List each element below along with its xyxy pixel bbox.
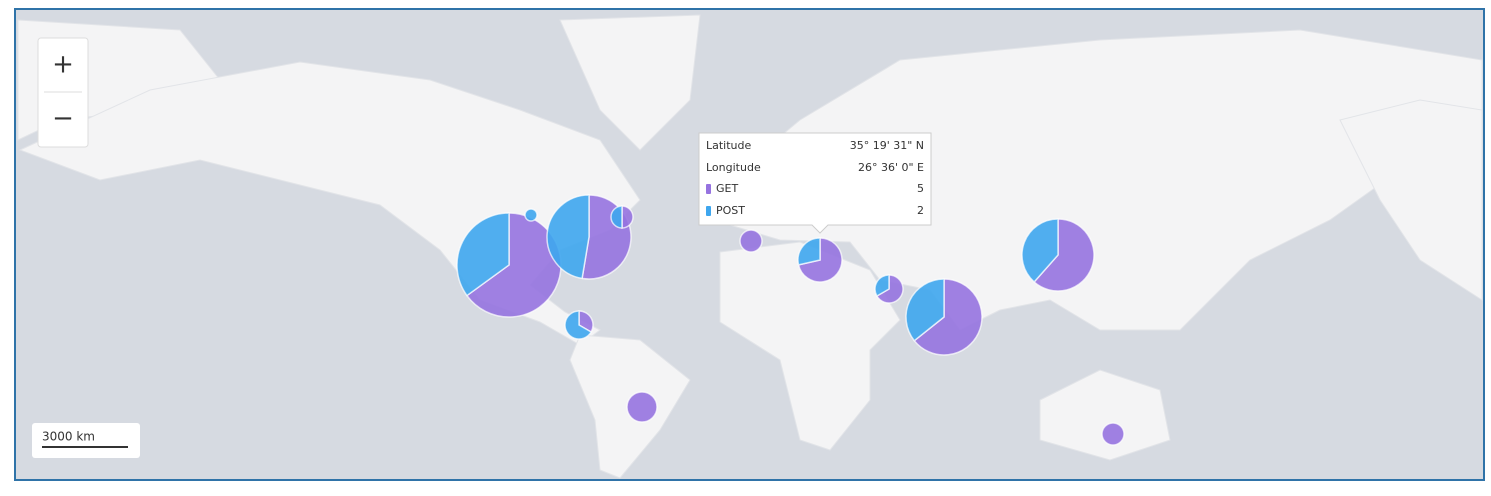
tooltip-box [698,132,932,234]
series-name: GET [716,182,738,195]
land-greenland [559,14,701,151]
scale-label: 3000 km [42,430,95,444]
tooltip: Latitude 35° 19' 31" N Longitude 26° 36'… [698,132,932,234]
tooltip-value: 35° 19' 31" N [850,139,924,152]
pie-slice [621,205,634,229]
tooltip-label: Latitude [706,139,752,152]
scale-bar: 3000 km [32,423,140,458]
zoom-in[interactable]: + [52,50,74,80]
pie-slice [564,310,593,340]
land-australia [1039,369,1171,461]
pie-slice [1021,218,1059,284]
land-africa [719,241,901,451]
series-value: 5 [917,182,924,195]
tooltip-label: Longitude [706,161,761,174]
pie-slice [874,274,890,298]
zoom-out[interactable]: − [52,104,74,134]
series-value: 2 [917,204,924,217]
pie-slice [739,229,763,253]
legend-swatch [706,184,711,194]
series-name: POST [716,204,745,217]
pie-slice [610,205,623,229]
pie-slice [913,278,983,356]
pie-slice [1033,218,1095,292]
land-north-america-repeat [1339,99,1483,301]
markers [456,194,1125,446]
tooltip-value: 26° 36' 0" E [858,161,924,174]
pie-slice [546,194,590,280]
pie-slice [456,212,510,297]
pie-slice [905,278,945,342]
pie-slice [626,391,658,423]
pie-slice [875,274,904,304]
zoom-control: + − [37,37,89,148]
pie-slice [524,208,538,222]
land [17,14,1483,479]
pie-slice [1101,422,1125,446]
pie-slice [797,237,821,266]
legend-swatch [706,206,711,216]
scale-box [32,423,140,458]
